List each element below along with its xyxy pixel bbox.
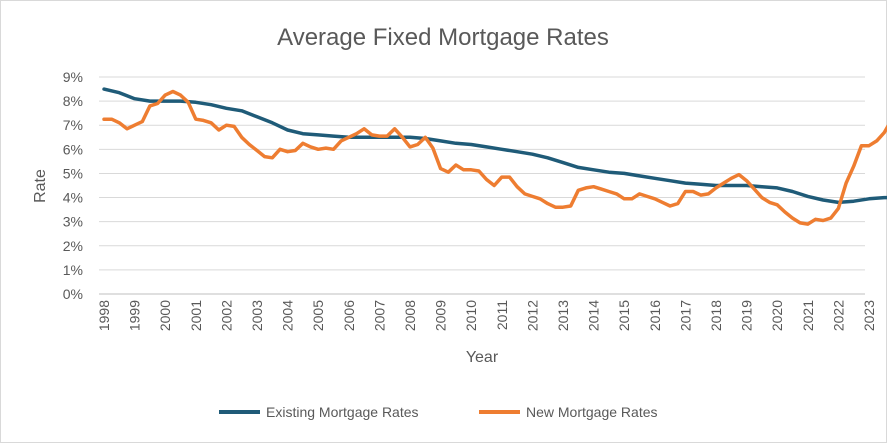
x-tick-label: 2004 <box>280 300 296 331</box>
y-tick-label: 4% <box>63 190 83 206</box>
legend-label-new: New Mortgage Rates <box>526 404 658 420</box>
x-tick-label: 2011 <box>494 300 510 330</box>
series-layer <box>102 87 887 226</box>
series-line-existing-mortgage-rates <box>102 87 887 205</box>
x-tick-label: 2014 <box>586 300 602 331</box>
y-tick-label: 6% <box>63 141 83 157</box>
x-tick-label: 2017 <box>677 300 693 331</box>
x-tick-label: 2020 <box>769 300 785 331</box>
x-tick-label: 2022 <box>830 300 846 331</box>
x-tick-label: 2003 <box>249 300 265 331</box>
x-tick-label: 2015 <box>616 300 632 331</box>
x-tick-label: 2000 <box>157 300 173 331</box>
x-tick-label: 2005 <box>310 300 326 331</box>
x-tick-label: 2009 <box>433 300 449 331</box>
x-tick-label: 2019 <box>739 300 755 331</box>
x-tick-label: 1999 <box>127 300 143 331</box>
x-tick-label: 2008 <box>402 300 418 331</box>
legend-label-existing: Existing Mortgage Rates <box>266 404 419 420</box>
y-tick-label: 2% <box>63 238 83 254</box>
x-tick-label: 2001 <box>188 300 204 331</box>
gridlines <box>99 76 865 271</box>
y-tick-label: 5% <box>63 165 83 181</box>
x-axis-ticks: 1998 1999 2000 2001 2002 2003 2004 2005 2006 2007… <box>96 300 877 331</box>
x-tick-label: 2012 <box>524 300 540 331</box>
x-tick-label: 2023 <box>861 300 877 331</box>
x-tick-label: 2013 <box>555 300 571 331</box>
y-tick-label: 9% <box>63 69 83 85</box>
series-line-new-mortgage-rates <box>102 89 887 226</box>
x-tick-label: 2021 <box>800 300 816 331</box>
x-tick-label: 2018 <box>708 300 724 331</box>
x-tick-label: 1998 <box>96 300 112 331</box>
y-tick-label: 0% <box>63 286 83 302</box>
legend: Existing Mortgage Rates New Mortgage Rat… <box>219 404 658 420</box>
x-tick-label: 2010 <box>463 300 479 331</box>
y-tick-label: 7% <box>63 117 83 133</box>
y-axis-ticks: 0% 1% 2% 3% 4% 5% 6% 7% 8% 9% <box>63 69 83 302</box>
y-tick-label: 1% <box>63 262 83 278</box>
x-axis-title: Year <box>466 349 499 366</box>
y-tick-label: 8% <box>63 93 83 109</box>
x-tick-label: 2006 <box>341 300 357 331</box>
y-tick-label: 3% <box>63 214 83 230</box>
y-axis-title: Rate <box>32 169 49 203</box>
chart-title: Average Fixed Mortgage Rates <box>277 24 609 51</box>
x-tick-label: 2007 <box>371 300 387 331</box>
x-tick-label: 2016 <box>647 300 663 331</box>
x-tick-label: 2002 <box>218 300 234 331</box>
